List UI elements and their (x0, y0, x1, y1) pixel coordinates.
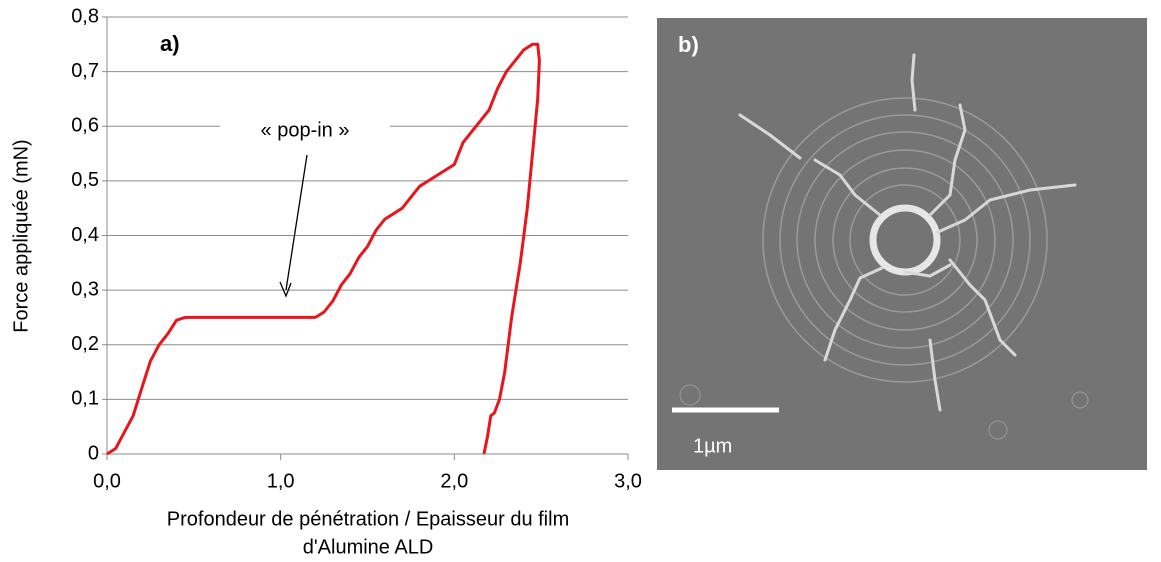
panel-label: b) (678, 32, 699, 57)
rings (762, 97, 1048, 383)
x-tick-label: 3,0 (614, 470, 642, 492)
annotation-text: « pop-in » (261, 119, 350, 141)
x-tick-label: 0,0 (93, 470, 121, 492)
y-tick-label: 0,7 (71, 60, 99, 82)
x-axis-title: d'Alumine ALD (303, 536, 434, 558)
y-tick-label: 0,5 (71, 169, 99, 191)
label-background (220, 115, 390, 145)
cracks (679, 53, 1089, 440)
x-axis-title: Profondeur de pénétration / Epaisseur du… (167, 508, 569, 530)
plot: 0 0,1 0,2 0,3 0,4 0,5 0,6 0,7 0,8 0,0 1,0 2,0 3,0 (71, 5, 642, 492)
y-tick-label: 0,3 (71, 278, 99, 300)
arrow-head (279, 281, 292, 298)
scale-label: 1µm (693, 435, 732, 457)
y-tick-label: 0 (88, 442, 99, 464)
x-tick-label: 1,0 (267, 470, 295, 492)
sem-image: 1µm b) (657, 18, 1147, 470)
y-tick-label: 0,2 (71, 333, 99, 355)
image-background (657, 18, 1147, 470)
data-line (106, 42, 541, 456)
y-tick-label: 0,1 (71, 388, 99, 410)
y-tick-label: 0,6 (71, 115, 99, 137)
x-tick-label: 2,0 (440, 470, 468, 492)
annotation: « pop-in » (220, 115, 390, 298)
arrow (285, 154, 308, 291)
panel-label: a) (160, 31, 180, 56)
y-tick-label: 0,4 (71, 224, 99, 246)
y-axis-title: Force appliquée (mN) (10, 139, 32, 332)
y-tick-label: 0,8 (71, 5, 99, 27)
